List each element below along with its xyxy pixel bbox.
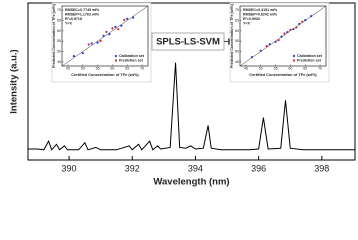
x-tick-label: 396 — [251, 163, 266, 173]
y-tick-label: 60 — [235, 29, 239, 33]
page: 390 392 394 396 398 Wavelength (nm) Intensity … — [8, 2, 356, 188]
legend-label: Prediction set — [297, 58, 322, 62]
x-tick-label: 45 — [244, 66, 248, 70]
data-point — [99, 39, 102, 43]
spectrum-line — [28, 62, 355, 151]
data-point — [81, 52, 84, 55]
data-point — [90, 42, 93, 45]
x-axis-label: Certified Concentration of TFe (wt%) — [249, 72, 317, 77]
y-tick-label: 50 — [57, 49, 61, 53]
x-tick-label: 392 — [125, 163, 140, 173]
data-point — [292, 28, 295, 31]
data-point — [105, 30, 108, 33]
y-tick-label: 55 — [57, 39, 61, 43]
data-point — [117, 28, 120, 31]
legend-marker — [292, 59, 296, 62]
x-tick-label: 70 — [318, 66, 322, 70]
identity-line — [61, 5, 149, 67]
data-point — [274, 40, 277, 43]
y-tick-label: 45 — [235, 60, 239, 64]
data-point — [304, 18, 307, 22]
x-axis-label: Wavelength (nm) — [153, 177, 229, 188]
y-axis-label: Predicted Concentration of TFe (wt%) — [230, 3, 234, 68]
x-tick-label: 50 — [259, 66, 263, 70]
x-tick-label: 55 — [96, 66, 100, 70]
data-point — [277, 39, 280, 42]
x-tick-label: 60 — [110, 66, 114, 70]
x-tick-label: 65 — [303, 66, 307, 70]
x-tick-label: 50 — [81, 66, 85, 70]
stat-annotation: R²=0.9933 — [243, 17, 260, 21]
x-axis-label: Certified Concentration of TFe (wt%) — [71, 72, 139, 77]
x-tick-label: 60 — [288, 66, 292, 70]
stat-annotation: RMSEC=0.7749 wt% — [65, 8, 100, 12]
data-point — [259, 49, 262, 52]
data-point — [250, 56, 253, 59]
legend-marker — [114, 59, 118, 62]
stat-annotation: RMSEC=0.3191 wt% — [243, 8, 278, 12]
legend-label: Calibration set — [119, 54, 145, 58]
y-tick-label: 65 — [57, 18, 61, 22]
data-point — [126, 17, 129, 20]
y-axis-label: Intensity (a.u.) — [9, 49, 20, 113]
data-point — [108, 33, 111, 36]
legend-marker — [292, 54, 296, 58]
data-point — [96, 41, 99, 44]
x-tick-label: 65 — [125, 66, 129, 70]
data-point — [298, 22, 301, 26]
stat-annotation: Y=X — [243, 21, 250, 25]
x-tick-label: 394 — [188, 163, 203, 173]
x-tick-label: 55 — [274, 66, 278, 70]
x-tick-label: 398 — [314, 163, 329, 173]
data-point — [289, 28, 292, 31]
data-point — [132, 16, 135, 19]
stat-annotation: RMSEP=1.1763 wt% — [65, 12, 100, 16]
data-point — [114, 25, 117, 28]
x-tick-label: 390 — [62, 163, 77, 173]
plot-frame — [27, 2, 356, 161]
y-tick-label: 65 — [235, 18, 239, 22]
stat-annotation: RMSEP=0.6242 wt% — [243, 12, 278, 16]
data-point — [295, 26, 298, 29]
data-point — [268, 43, 271, 46]
data-point — [301, 20, 304, 23]
data-point — [87, 43, 90, 46]
data-point — [72, 54, 75, 58]
x-tick-label: 70 — [140, 66, 144, 70]
method-label: SPLS-LS-SVM — [156, 37, 220, 48]
y-tick-label: 70 — [57, 8, 61, 12]
stat-annotation: Y=X — [65, 21, 72, 25]
legend-label: Calibration set — [297, 54, 323, 58]
inset-frame — [239, 5, 327, 67]
inset-frame — [61, 5, 149, 67]
y-tick-label: 70 — [235, 8, 239, 12]
legend-label: Prediction set — [119, 58, 144, 62]
x-tick-label: 45 — [66, 66, 70, 70]
inset-background — [51, 2, 152, 83]
legend-marker — [114, 54, 118, 58]
data-point — [111, 27, 114, 30]
y-tick-label: 60 — [57, 29, 61, 33]
stat-annotation: R²=0.9718 — [65, 17, 82, 21]
figure: 390 392 394 396 398 Wavelength (nm) Intensity … — [9, 2, 356, 188]
y-axis-label: Predicted Concentration of TFe (wt%) — [52, 3, 56, 68]
data-point — [280, 35, 283, 38]
data-point — [102, 34, 105, 37]
inset-background — [229, 2, 330, 83]
y-tick-label: 45 — [57, 60, 61, 64]
y-tick-label: 55 — [235, 39, 239, 43]
y-tick-label: 50 — [235, 49, 239, 53]
data-point — [123, 18, 126, 21]
data-point — [286, 30, 289, 34]
data-point — [265, 45, 268, 48]
data-point — [283, 32, 286, 35]
data-point — [310, 15, 313, 18]
data-point — [120, 24, 123, 27]
